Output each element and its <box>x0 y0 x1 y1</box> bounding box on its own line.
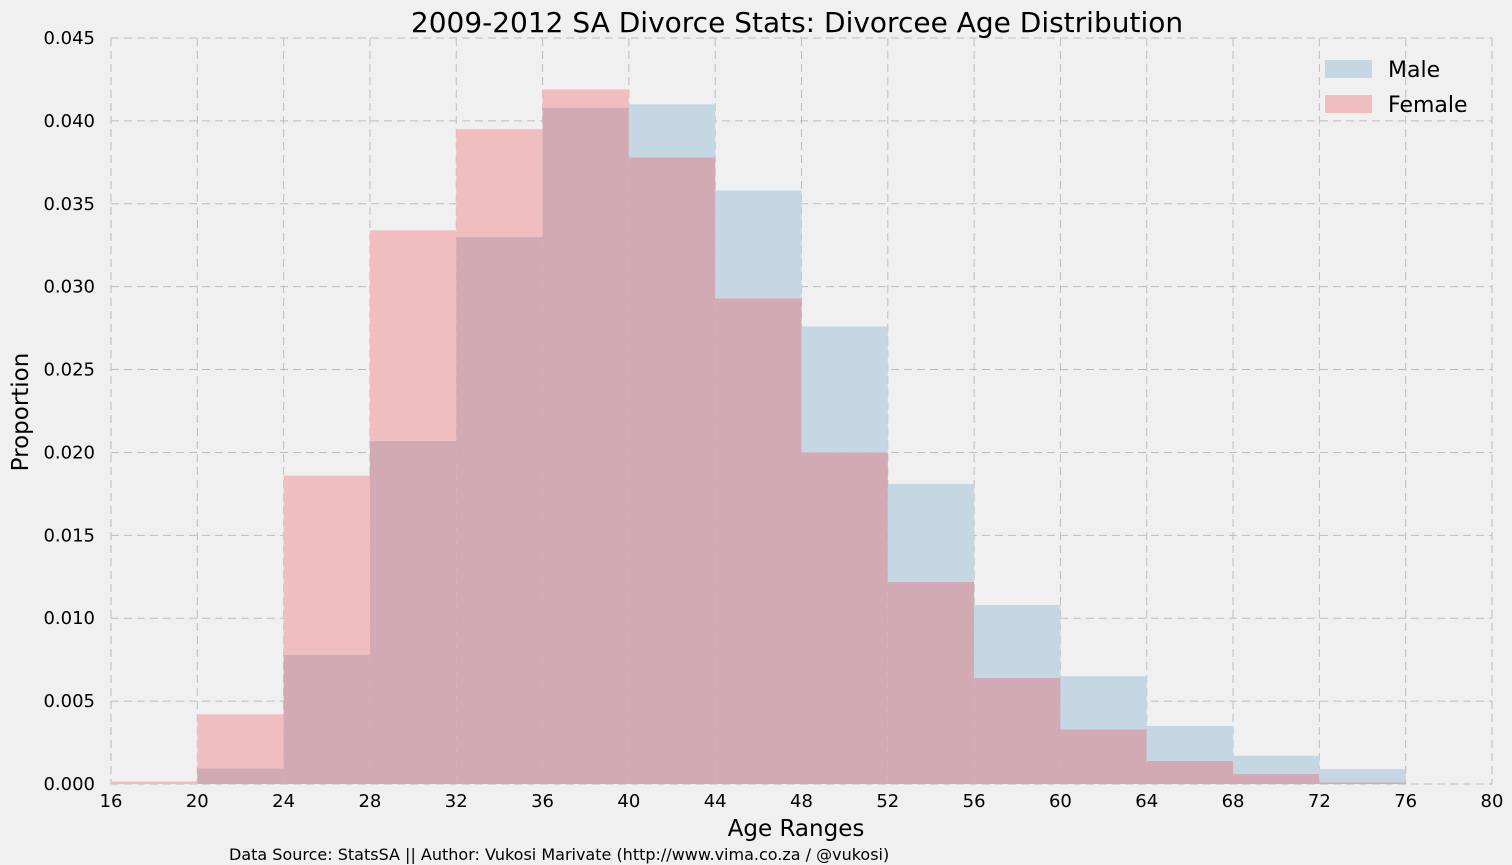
bar-female-32 <box>456 129 543 237</box>
legend-label-female: Female <box>1388 93 1468 118</box>
bar-overlap-40 <box>628 157 716 785</box>
bar-overlap-52 <box>887 581 975 784</box>
bar-female-36 <box>542 89 629 108</box>
legend-swatch-male <box>1325 60 1372 78</box>
x-tick-label: 48 <box>790 791 813 812</box>
bar-male-52 <box>887 483 975 582</box>
y-tick-label: 0.035 <box>43 194 95 215</box>
bar-overlap-56 <box>974 677 1061 784</box>
x-tick-label: 68 <box>1222 791 1245 812</box>
y-tick-label: 0.020 <box>43 442 95 463</box>
legend-label-male: Male <box>1388 58 1440 83</box>
bar-overlap-28 <box>369 440 457 784</box>
x-tick-label: 32 <box>445 791 468 812</box>
bar-overlap-44 <box>715 298 802 784</box>
bar-male-68 <box>1233 755 1320 775</box>
x-axis-label: Age Ranges <box>728 816 865 842</box>
histogram-bars <box>111 89 1406 785</box>
bar-male-48 <box>801 326 888 453</box>
data-source-footer: Data Source: StatsSA || Author: Vukosi M… <box>229 845 890 864</box>
y-tick-label: 0.005 <box>43 691 95 712</box>
bar-male-60 <box>1060 676 1147 730</box>
chart-title: 2009-2012 SA Divorce Stats: Divorcee Age… <box>411 6 1183 39</box>
bar-female-28 <box>369 230 457 441</box>
bar-male-64 <box>1146 725 1234 761</box>
y-axis-label: Proportion <box>8 353 34 472</box>
x-tick-label: 36 <box>531 791 554 812</box>
y-tick-label: 0.025 <box>43 360 95 381</box>
bar-overlap-36 <box>542 107 629 785</box>
bar-overlap-32 <box>456 236 543 784</box>
bar-male-40 <box>628 104 716 158</box>
x-tick-label: 44 <box>704 791 727 812</box>
x-tick-label: 52 <box>876 791 899 812</box>
bar-overlap-60 <box>1060 729 1147 784</box>
x-tick-label: 40 <box>617 791 640 812</box>
x-tick-label: 24 <box>272 791 295 812</box>
bar-female-20 <box>197 714 284 769</box>
bar-overlap-48 <box>801 452 888 784</box>
x-tick-label: 28 <box>358 791 381 812</box>
y-tick-label: 0.015 <box>43 525 95 546</box>
bar-overlap-72 <box>1319 782 1406 784</box>
bar-female-24 <box>283 475 370 655</box>
y-tick-label: 0.010 <box>43 608 95 629</box>
bar-female-16 <box>111 781 198 784</box>
x-tick-label: 64 <box>1135 791 1158 812</box>
x-tick-label: 76 <box>1394 791 1417 812</box>
bar-male-56 <box>974 604 1061 678</box>
x-tick-label: 60 <box>1049 791 1072 812</box>
bar-overlap-68 <box>1233 774 1320 784</box>
legend-swatch-female <box>1325 95 1372 113</box>
bar-male-72 <box>1319 769 1406 783</box>
x-tick-label: 16 <box>100 791 123 812</box>
y-tick-label: 0.000 <box>43 774 95 795</box>
x-tick-label: 80 <box>1481 791 1504 812</box>
y-tick-label: 0.040 <box>43 111 95 132</box>
bar-overlap-64 <box>1146 760 1234 784</box>
x-tick-label: 72 <box>1308 791 1331 812</box>
legend: Male Female <box>1325 58 1468 118</box>
y-tick-label: 0.045 <box>43 28 95 49</box>
y-tick-label: 0.030 <box>43 277 95 298</box>
bar-overlap-24 <box>283 654 370 784</box>
x-tick-label: 20 <box>186 791 209 812</box>
bar-male-44 <box>715 190 802 299</box>
x-tick-label: 56 <box>963 791 986 812</box>
bar-overlap-20 <box>197 768 284 784</box>
axes: 16 20 24 28 32 36 40 44 48 52 56 60 64 68 72 76 80 0.000 0… <box>43 28 1503 812</box>
